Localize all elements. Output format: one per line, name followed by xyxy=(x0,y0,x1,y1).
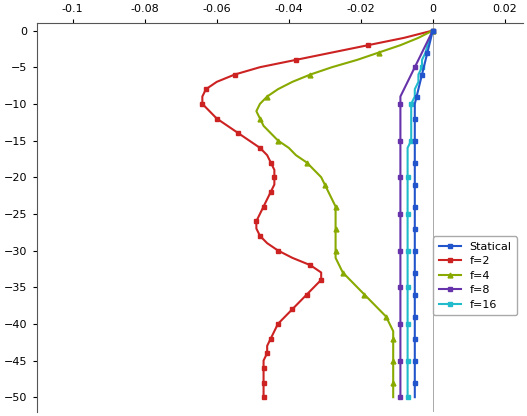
f=16 xyxy=(404,270,411,275)
f=8 xyxy=(430,28,436,33)
f=16 xyxy=(408,138,414,143)
Statical xyxy=(412,395,418,400)
Legend: Statical, f=2, f=4, f=8, f=16: Statical, f=2, f=4, f=8, f=16 xyxy=(433,236,518,315)
Statical xyxy=(412,145,418,150)
f=4 xyxy=(390,395,396,400)
Line: f=2: f=2 xyxy=(200,28,435,400)
Line: f=4: f=4 xyxy=(254,28,435,400)
f=8 xyxy=(397,138,404,143)
Statical xyxy=(412,109,418,114)
f=2 xyxy=(260,395,267,400)
f=16 xyxy=(430,28,436,33)
f=8 xyxy=(397,387,404,392)
Statical xyxy=(412,387,418,392)
f=2 xyxy=(257,145,263,150)
f=4 xyxy=(430,28,436,33)
f=16 xyxy=(404,395,411,400)
f=16 xyxy=(404,387,411,392)
Line: f=16: f=16 xyxy=(405,28,435,400)
f=2 xyxy=(246,138,252,143)
f=2 xyxy=(207,109,213,114)
f=4 xyxy=(253,109,259,114)
f=8 xyxy=(397,270,404,275)
Statical xyxy=(412,270,418,275)
Statical xyxy=(412,138,418,143)
f=8 xyxy=(397,109,404,114)
Statical xyxy=(412,292,418,297)
f=2 xyxy=(318,270,324,275)
f=4 xyxy=(286,145,292,150)
f=8 xyxy=(397,145,404,150)
f=4 xyxy=(339,270,346,275)
f=4 xyxy=(275,138,281,143)
f=2 xyxy=(304,292,310,297)
f=2 xyxy=(260,387,267,392)
Statical xyxy=(430,28,436,33)
f=8 xyxy=(397,292,404,297)
f=16 xyxy=(404,145,411,150)
Line: Statical: Statical xyxy=(412,28,435,400)
f=16 xyxy=(408,109,414,114)
f=16 xyxy=(404,292,411,297)
Line: f=8: f=8 xyxy=(398,28,435,400)
f=4 xyxy=(361,292,367,297)
f=8 xyxy=(397,395,404,400)
f=4 xyxy=(390,387,396,392)
f=2 xyxy=(430,28,436,33)
